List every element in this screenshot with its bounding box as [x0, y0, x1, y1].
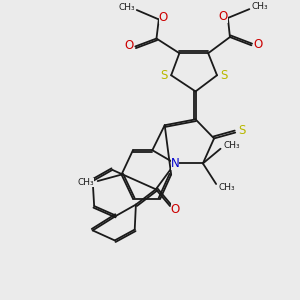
Text: S: S — [238, 124, 245, 137]
Text: O: O — [219, 10, 228, 23]
Text: O: O — [171, 203, 180, 216]
Text: CH₃: CH₃ — [218, 183, 235, 192]
Text: O: O — [124, 39, 134, 52]
Text: CH₃: CH₃ — [223, 141, 240, 150]
Text: O: O — [159, 11, 168, 25]
Text: O: O — [253, 38, 262, 51]
Text: CH₃: CH₃ — [77, 178, 94, 187]
Text: S: S — [160, 69, 168, 82]
Text: CH₃: CH₃ — [251, 2, 268, 11]
Text: N: N — [171, 157, 179, 170]
Text: CH₃: CH₃ — [118, 3, 135, 12]
Text: S: S — [220, 69, 228, 82]
